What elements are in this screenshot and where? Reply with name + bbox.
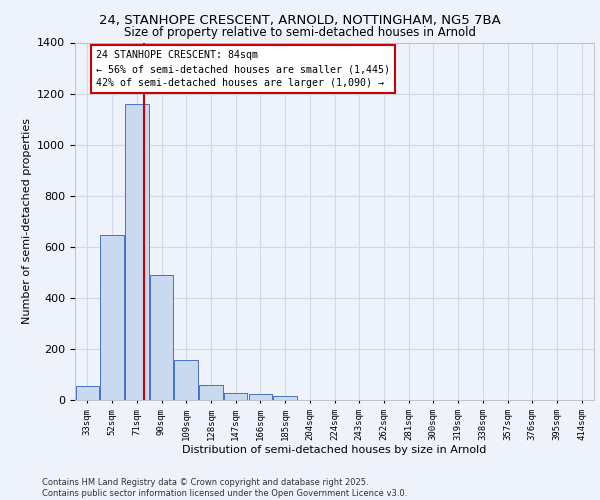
Bar — [274, 396, 297, 400]
X-axis label: Distribution of semi-detached houses by size in Arnold: Distribution of semi-detached houses by … — [182, 446, 487, 456]
Bar — [150, 275, 173, 400]
Bar — [248, 394, 272, 400]
Bar — [175, 360, 198, 400]
Bar — [199, 384, 223, 400]
Text: 24, STANHOPE CRESCENT, ARNOLD, NOTTINGHAM, NG5 7BA: 24, STANHOPE CRESCENT, ARNOLD, NOTTINGHA… — [99, 14, 501, 27]
Bar — [76, 386, 99, 400]
Text: Contains HM Land Registry data © Crown copyright and database right 2025.
Contai: Contains HM Land Registry data © Crown c… — [42, 478, 407, 498]
Bar — [100, 236, 124, 400]
Text: Size of property relative to semi-detached houses in Arnold: Size of property relative to semi-detach… — [124, 26, 476, 39]
Bar — [125, 104, 149, 400]
Text: 24 STANHOPE CRESCENT: 84sqm
← 56% of semi-detached houses are smaller (1,445)
42: 24 STANHOPE CRESCENT: 84sqm ← 56% of sem… — [96, 50, 390, 88]
Y-axis label: Number of semi-detached properties: Number of semi-detached properties — [22, 118, 32, 324]
Bar — [224, 393, 247, 400]
